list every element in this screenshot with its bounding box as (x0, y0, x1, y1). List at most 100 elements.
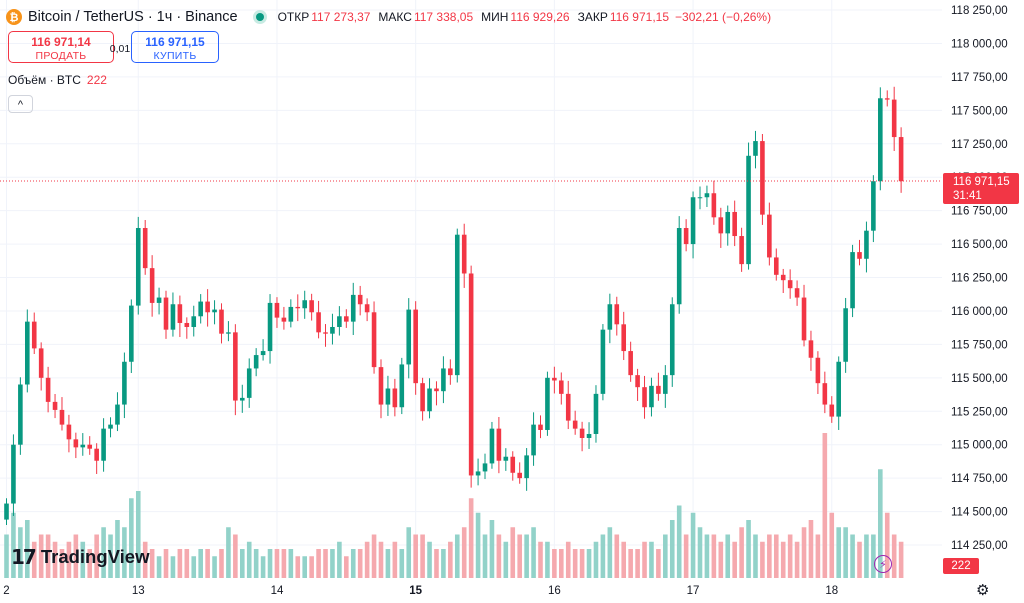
volume-bar (482, 534, 488, 578)
candle-body (122, 361, 127, 405)
candle-body (246, 368, 252, 398)
tradingview-logo[interactable]: 17 TradingView (11, 545, 149, 569)
volume-legend-label: Объём · BTC (8, 73, 81, 87)
volume-bar (45, 534, 51, 578)
candle-body (683, 228, 689, 245)
volume-bar (281, 549, 287, 578)
volume-bar (385, 549, 391, 578)
volume-bar (448, 541, 453, 578)
volume-bar (524, 534, 529, 578)
volume-bar (18, 527, 23, 578)
y-tick-label: 116 000,00 (951, 306, 1008, 318)
candle-body (836, 361, 841, 417)
candle-body (448, 368, 453, 376)
volume-bar (246, 541, 252, 578)
volume-bar (538, 541, 543, 578)
volume-bar (239, 549, 245, 578)
candle-body (142, 228, 148, 269)
candle-body (801, 297, 807, 341)
y-tick-label: 115 500,00 (951, 373, 1008, 385)
candle-body (538, 424, 543, 430)
candle-body (850, 252, 855, 309)
volume-bar (149, 549, 155, 578)
time-axis: 2 13 14 15 16 17 18 (3, 585, 838, 597)
volume-bar (649, 541, 654, 578)
candle-body (475, 471, 481, 476)
open-value: 117 273,37 (311, 10, 371, 24)
volume-bar (559, 549, 564, 578)
gear-icon[interactable]: ⚙ (976, 581, 990, 599)
lightning-icon[interactable]: ⚡ (874, 555, 892, 573)
volume-bar (531, 527, 536, 578)
volume-bar (850, 534, 855, 578)
candle-body (607, 304, 613, 330)
y-tick-label: 118 250,00 (951, 5, 1008, 17)
candle-body (274, 302, 280, 318)
low-label: МИН (481, 10, 509, 24)
volume-bar (676, 505, 682, 578)
candle-countdown: 31:41 (953, 190, 982, 202)
volume-bar (697, 527, 703, 578)
volume-bar (732, 541, 737, 578)
tradingview-logo-text: TradingView (40, 546, 150, 567)
y-tick-label: 114 500,00 (951, 507, 1008, 519)
candle-body (614, 304, 620, 325)
volume-bar (857, 541, 862, 578)
volume-bar (891, 534, 897, 578)
candle-body (878, 98, 883, 182)
volume-bar (815, 534, 821, 578)
candle-body (337, 316, 342, 327)
candle-body (711, 193, 717, 218)
volume-bar (600, 534, 606, 578)
volume-bar (260, 556, 266, 578)
candle-body (108, 424, 113, 429)
candle-body (510, 456, 516, 473)
candle-body (725, 211, 731, 234)
symbol-title[interactable]: Bitcoin / TetherUS · 1ч · Binance (28, 9, 238, 25)
candlesticks (4, 86, 904, 525)
candle-body (773, 257, 779, 275)
volume-bar (344, 556, 349, 578)
candle-body (364, 304, 370, 313)
open-label: ОТКР (277, 10, 310, 24)
volume-bar (413, 534, 418, 578)
y-tick-label: 117 250,00 (951, 139, 1008, 151)
candle-body (454, 234, 460, 376)
candle-body (73, 439, 79, 448)
candle-body (864, 230, 869, 259)
volume-legend[interactable]: Объём · BTC 222 (8, 73, 107, 87)
candle-body (323, 332, 328, 334)
collapse-legend-button[interactable]: ^ (8, 95, 33, 113)
volume-bar (565, 541, 571, 578)
volume-bar (420, 534, 425, 578)
candle-body (871, 181, 876, 231)
volume-bar (11, 512, 16, 578)
candle-body (579, 428, 585, 438)
volume-bar (579, 549, 585, 578)
volume-bar (184, 549, 190, 578)
bitcoin-icon: ₿ (6, 9, 22, 25)
volume-bar (725, 534, 731, 578)
candle-body (676, 228, 682, 305)
sell-button[interactable]: 116 971,14 ПРОДАТЬ (8, 31, 114, 63)
volume-bar (683, 534, 689, 578)
candle-body (80, 444, 86, 448)
candle-body (669, 304, 675, 376)
buy-button[interactable]: 116 971,15 КУПИТЬ (131, 31, 219, 63)
volume-bar (489, 520, 495, 578)
volume-bar (441, 549, 446, 578)
volume-bar (690, 512, 696, 578)
volume-bar (378, 541, 384, 578)
candle-body (302, 300, 308, 309)
candle-body (316, 312, 321, 333)
volume-bar (787, 534, 793, 578)
candle-body (524, 455, 529, 479)
candle-body (434, 388, 439, 392)
candle-body (857, 252, 862, 259)
candle-body (18, 384, 23, 445)
candle-body (212, 309, 217, 313)
candle-body (4, 503, 9, 520)
candle-body (829, 404, 835, 417)
volume-bar (760, 541, 765, 578)
